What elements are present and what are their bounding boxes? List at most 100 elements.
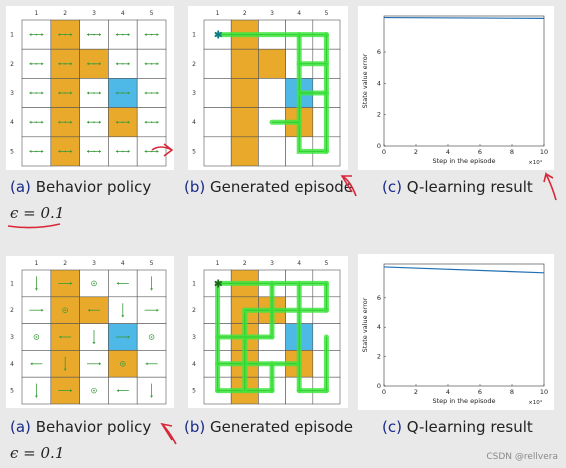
policy-arrow: [144, 308, 159, 312]
series-line: [383, 266, 545, 274]
row-label: 4: [192, 361, 196, 368]
episode-grid-svg-1: 1 2 3 4 5 1 2 3 4 5 ✱: [192, 10, 341, 167]
col-label: 2: [243, 260, 247, 267]
row-label: 5: [192, 148, 196, 155]
policy-arrow: [34, 276, 38, 291]
policy-arrow: [144, 62, 159, 66]
col-label: 3: [92, 10, 96, 17]
policy-arrow: [144, 120, 159, 124]
policy-arrow: [115, 335, 130, 339]
y-axis-label: State value error: [361, 297, 369, 352]
x-tick-label: 6: [478, 148, 482, 156]
x-tick-label: 0: [382, 388, 386, 396]
y-tick-label: 4: [377, 323, 381, 331]
policy-arrow: [121, 303, 125, 318]
policy-arrow: [29, 33, 44, 37]
col-label: 2: [63, 10, 67, 17]
grid-cell: [108, 78, 138, 108]
policy-arrow: [148, 334, 155, 340]
row-label: 5: [192, 388, 196, 395]
col-label: 4: [297, 260, 301, 267]
behavior-policy-caption-2: (a) Behavior policy: [10, 418, 152, 436]
policy-arrow: [115, 33, 130, 37]
policy-arrow: [29, 91, 44, 95]
col-label: 5: [150, 10, 154, 17]
col-label: 3: [270, 260, 274, 267]
policy-arrow: [59, 335, 72, 339]
policy-arrow: [88, 308, 100, 312]
x-tick-label: 0: [382, 148, 386, 156]
watermark: CSDN @rellvera: [486, 452, 558, 462]
q-learning-caption-2: (c) Q-learning result: [382, 418, 533, 436]
col-label: 2: [63, 260, 67, 267]
grid-cell: [230, 136, 259, 167]
policy-grid-svg-1: 1 2 3 4 5 1 2 3 4 5: [10, 10, 167, 167]
x-exponent-label: ×10⁴: [528, 399, 543, 406]
x-tick-label: 4: [446, 388, 450, 396]
y-tick-label: 2: [377, 111, 381, 119]
grid-cell: [258, 136, 286, 167]
policy-arrow: [29, 62, 44, 66]
policy-arrow: [34, 383, 38, 398]
x-tick-label: 10: [540, 388, 548, 396]
policy-arrow: [115, 91, 130, 95]
policy-arrow: [87, 120, 101, 124]
col-label: 1: [34, 10, 38, 17]
policy-arrow: [87, 33, 101, 37]
row-label: 2: [10, 61, 14, 68]
col-label: 5: [150, 260, 154, 267]
grid-cell: [230, 48, 259, 79]
q-learning-chart-1: 0 2 4 6 8 10 0 2 4 6 Step in the episode ×10⁴ State …: [358, 6, 554, 170]
x-tick-label: 2: [414, 148, 418, 156]
policy-arrow: [58, 33, 73, 37]
y-tick-label: 0: [377, 382, 381, 390]
policy-arrow: [116, 281, 129, 285]
row-label: 1: [192, 280, 196, 287]
generated-episode-caption-1: (b) Generated episode: [184, 178, 354, 196]
epsilon-label-2: ϵ = 0.1: [10, 444, 65, 462]
policy-arrow: [62, 307, 68, 313]
plot-area: [383, 263, 545, 387]
series-line: [383, 16, 545, 19]
policy-arrow: [33, 334, 40, 340]
policy-arrow: [30, 362, 43, 366]
col-label: 4: [297, 10, 301, 17]
grid-cell: [203, 78, 232, 108]
y-tick-label: 2: [377, 353, 381, 361]
col-label: 4: [121, 260, 125, 267]
policy-arrow: [91, 280, 97, 287]
policy-grid-svg-2: 1 2 3 4 5 1 2 3 4 5: [10, 260, 167, 405]
policy-arrow: [63, 356, 67, 371]
col-label: 1: [34, 260, 38, 267]
row-label: 4: [10, 119, 14, 126]
policy-arrow: [87, 149, 101, 153]
generated-episode-grid-1: 1 2 3 4 5 1 2 3 4 5 ✱: [188, 6, 348, 170]
start-marker-icon: ✱: [214, 277, 223, 290]
col-label: 5: [324, 260, 328, 267]
row-label: 3: [192, 90, 196, 97]
col-label: 2: [243, 10, 247, 17]
x-tick-label: 6: [478, 388, 482, 396]
row-label: 2: [192, 61, 196, 68]
y-tick-label: 6: [377, 48, 381, 56]
episode-grid-svg-2: 1 2 3 4 5 1 2 3 4 5 ✱: [192, 260, 341, 405]
behavior-policy-caption-1: (a) Behavior policy: [10, 178, 152, 196]
grid-cell: [230, 78, 259, 108]
col-label: 3: [92, 260, 96, 267]
policy-arrow: [87, 62, 101, 66]
policy-arrow: [115, 62, 130, 66]
col-label: 5: [324, 10, 328, 17]
policy-arrow: [29, 149, 44, 153]
grid-cell: [230, 107, 259, 138]
grid-cell: [79, 48, 109, 79]
policy-arrow: [29, 308, 44, 312]
y-axis-label: State value error: [361, 53, 369, 108]
row-label: 3: [192, 334, 196, 341]
generated-episode-caption-2: (b) Generated episode: [184, 418, 354, 436]
policy-arrow: [58, 91, 73, 95]
policy-arrow: [145, 362, 158, 366]
policy-arrow: [120, 361, 126, 367]
row-label: 2: [10, 307, 14, 314]
